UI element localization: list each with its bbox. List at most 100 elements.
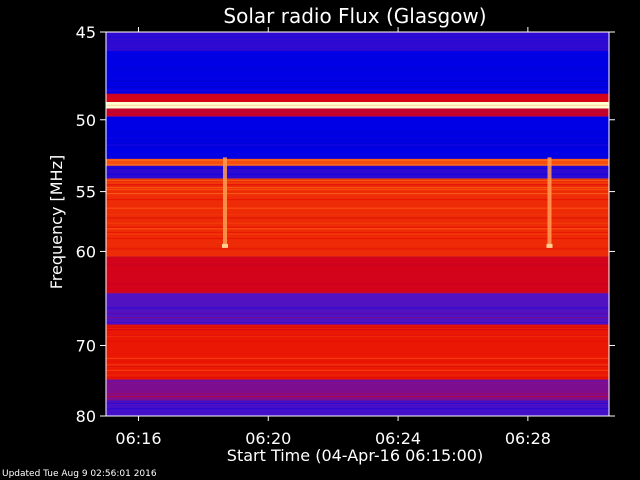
x-tick-label: 06:20	[245, 429, 291, 448]
y-axis-label: Frequency [MHz]	[47, 155, 66, 289]
plot-frame	[105, 31, 610, 417]
spectral-line	[106, 86, 609, 88]
chart-title: Solar radio Flux (Glasgow)	[223, 4, 486, 28]
spectral-line	[106, 46, 609, 48]
frequency-band	[106, 324, 609, 380]
spectral-line	[106, 292, 609, 294]
spectral-line	[106, 377, 609, 379]
spectral-line	[106, 104, 609, 106]
spectral-line	[106, 226, 609, 228]
frequency-band	[106, 165, 609, 179]
spectral-line	[106, 188, 609, 190]
spectral-line	[106, 199, 609, 201]
spectral-line	[106, 143, 609, 145]
spectral-line	[106, 317, 609, 319]
spectral-line	[106, 374, 609, 376]
spectral-line	[106, 45, 609, 47]
spectral-line	[106, 364, 609, 366]
spectral-line	[106, 194, 609, 196]
spectral-line	[106, 404, 609, 406]
spectral-line	[106, 369, 609, 371]
spectral-line	[106, 85, 609, 87]
spectral-line	[106, 159, 609, 161]
frequency-band	[106, 158, 609, 166]
spectral-line	[106, 306, 609, 308]
spectral-line	[106, 387, 609, 389]
spectral-line	[106, 131, 609, 133]
y-tick-label: 80	[76, 407, 96, 426]
burst-mark	[222, 157, 227, 246]
spectral-line	[106, 248, 609, 250]
spectral-line	[106, 32, 609, 34]
spectral-line	[106, 403, 609, 405]
spectral-line	[106, 236, 609, 238]
frequency-band	[106, 400, 609, 416]
spectral-line	[106, 365, 609, 367]
spectral-line	[106, 56, 609, 58]
spectral-line	[106, 313, 609, 315]
spectral-line	[106, 310, 609, 312]
spectral-line	[106, 57, 609, 59]
spectral-line	[106, 179, 609, 181]
axes: 45 50 55 60 70 80 06:16 06:20 06:24 06:28	[76, 23, 615, 448]
spectral-line	[106, 89, 609, 91]
spectral-line	[106, 335, 609, 337]
spectral-line	[106, 326, 609, 328]
spectral-line	[106, 80, 609, 82]
spectral-line	[106, 115, 609, 117]
spectral-line	[106, 164, 609, 166]
spectral-line	[106, 360, 609, 362]
x-tick-label: 06:24	[375, 429, 421, 448]
spectral-line	[106, 105, 609, 107]
spectral-line	[106, 94, 609, 96]
spectral-line	[106, 340, 609, 342]
spectral-line	[106, 238, 609, 240]
spectral-line	[106, 288, 609, 290]
spectral-line	[106, 380, 609, 382]
x-tick-label: 06:16	[115, 429, 161, 448]
spectral-line	[106, 146, 609, 148]
spectral-line	[106, 232, 609, 234]
spectral-line	[106, 217, 609, 219]
burst-mark	[547, 157, 552, 246]
spectral-line	[106, 284, 609, 286]
spectral-line	[106, 133, 609, 135]
frequency-band	[106, 108, 609, 117]
spectral-line	[106, 80, 609, 82]
spectral-line	[106, 178, 609, 180]
spectral-line	[106, 233, 609, 235]
spectral-line	[106, 153, 609, 155]
spectral-line	[106, 214, 609, 216]
frequency-band	[106, 116, 609, 159]
spectral-line	[106, 78, 609, 80]
spectral-line	[106, 111, 609, 113]
y-tick-label: 70	[76, 336, 96, 355]
spectral-line	[106, 402, 609, 404]
spectral-line	[106, 282, 609, 284]
spectral-line	[106, 399, 609, 401]
spectral-line	[106, 324, 609, 326]
spectral-line	[106, 247, 609, 249]
spectral-line	[106, 384, 609, 386]
spectral-line	[106, 307, 609, 309]
spectral-line	[106, 69, 609, 71]
spectral-line	[106, 228, 609, 230]
spectral-line	[106, 179, 609, 181]
x-tick-label: 06:28	[505, 429, 551, 448]
spectral-line	[106, 66, 609, 68]
y-tick-label: 45	[76, 23, 96, 42]
updated-timestamp: Updated Tue Aug 9 02:56:01 2016	[2, 469, 157, 479]
frequency-band	[106, 93, 609, 103]
spectral-line	[106, 166, 609, 168]
spectral-line	[106, 313, 609, 315]
spectral-line	[106, 408, 609, 410]
spectral-line	[106, 186, 609, 188]
spectral-line	[106, 393, 609, 395]
spectral-line	[106, 37, 609, 39]
spectral-line	[106, 366, 609, 368]
spectral-line	[106, 90, 609, 92]
spectral-line	[106, 207, 609, 209]
x-axis-label: Start Time (04-Apr-16 06:15:00)	[227, 446, 483, 465]
spectral-line	[106, 193, 609, 195]
spectral-line	[106, 335, 609, 337]
